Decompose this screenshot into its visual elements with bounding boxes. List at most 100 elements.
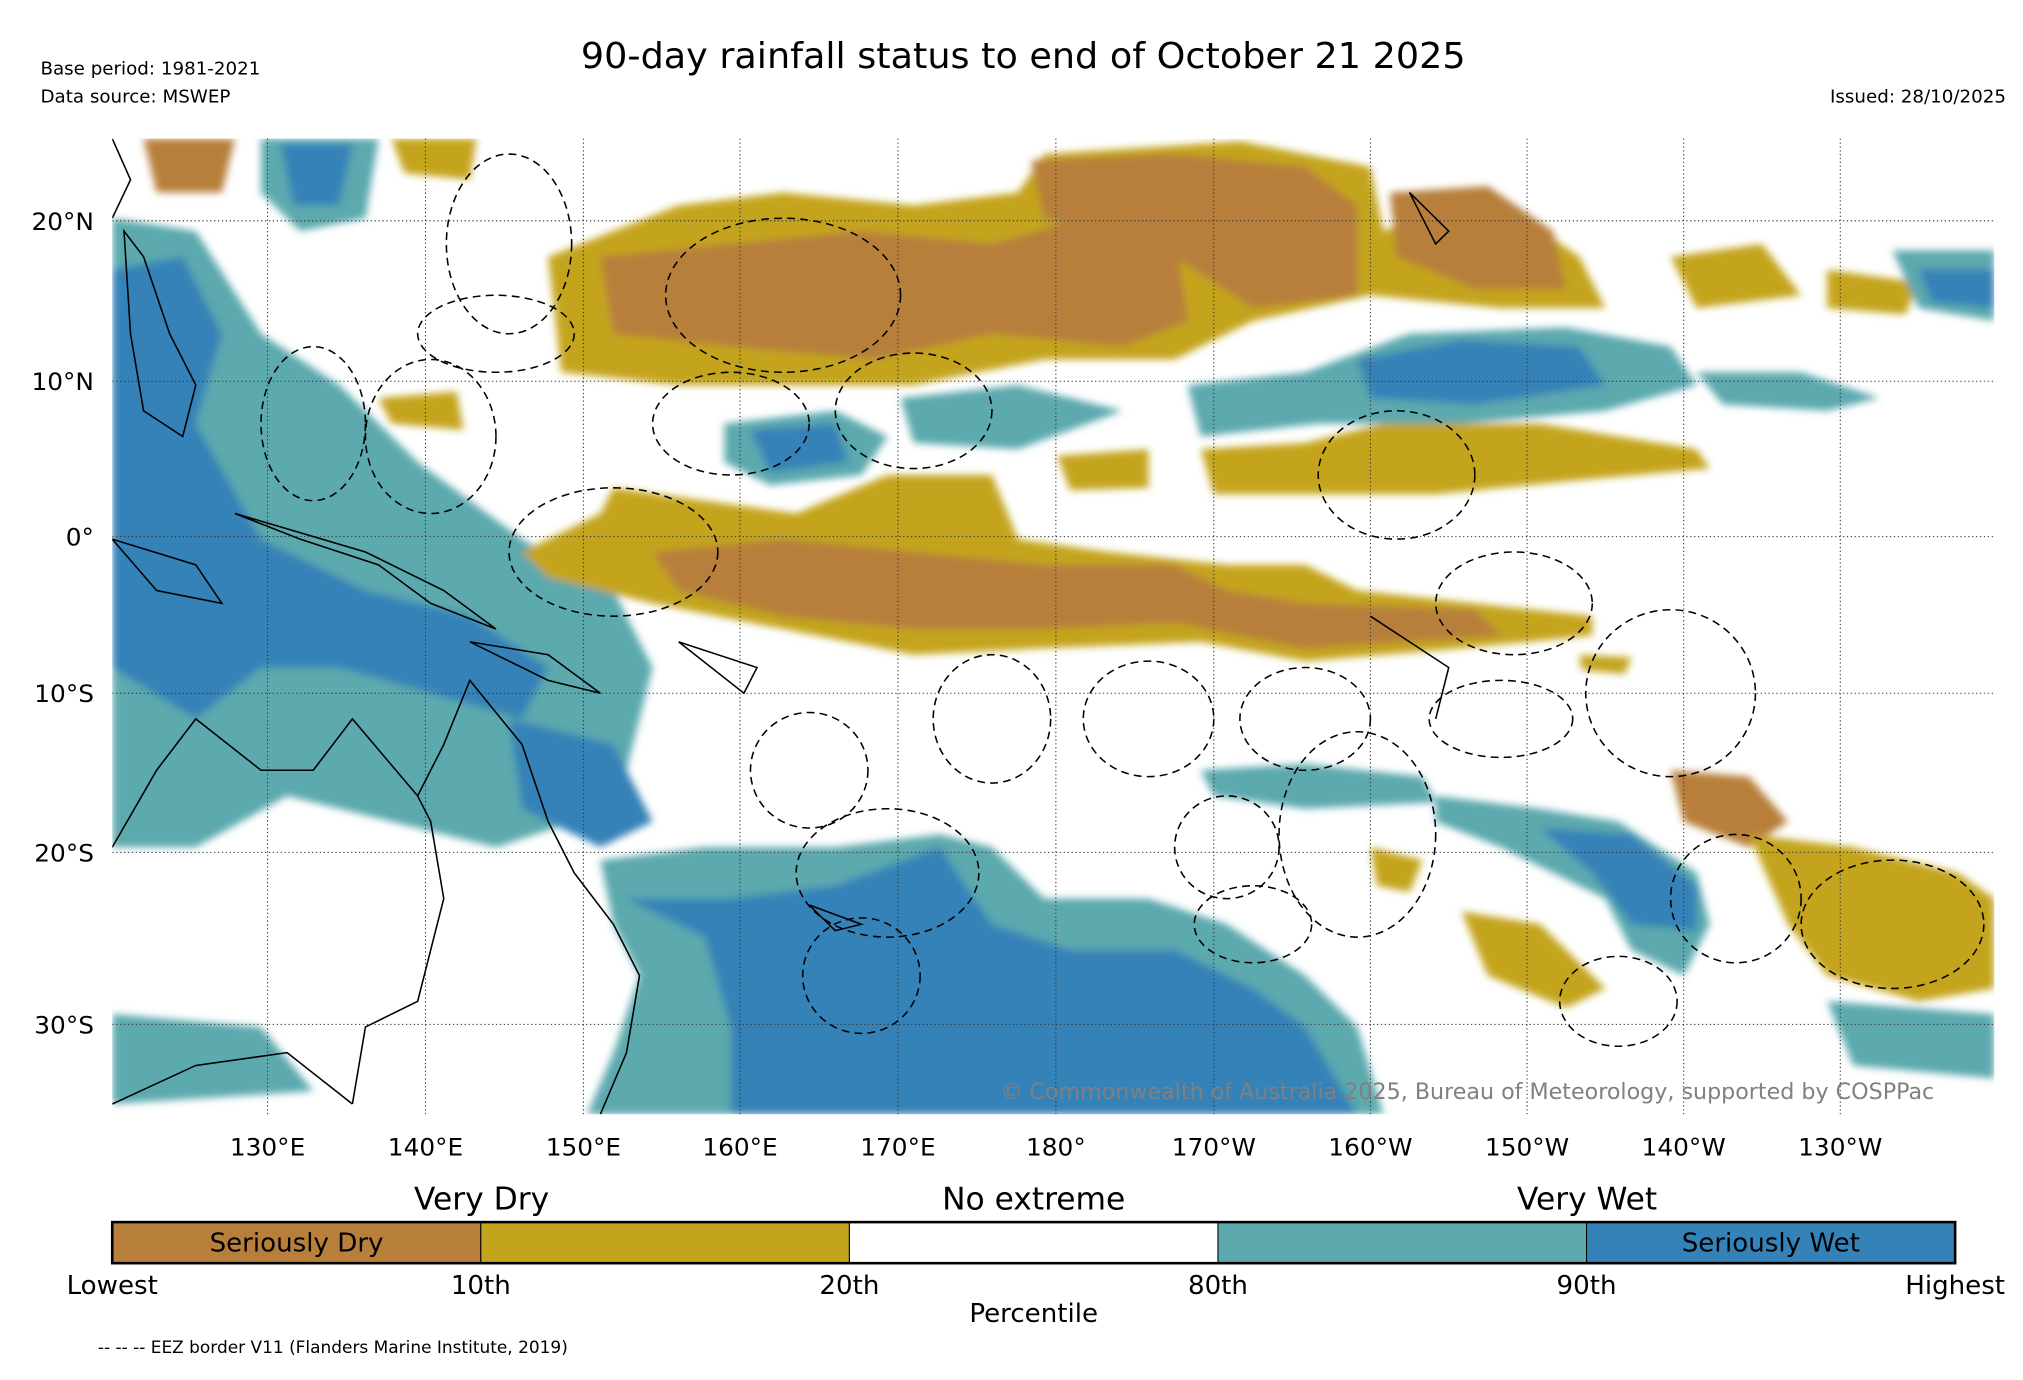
eez-border: [1558, 955, 1678, 1048]
coastline: [351, 678, 641, 1115]
legend-swatch: [480, 1221, 850, 1264]
eez-border: [1278, 730, 1437, 938]
legend-swatch-label: Seriously Wet: [1682, 1229, 1860, 1259]
legend-swatch: [848, 1221, 1219, 1264]
base-period: Base period: 1981-2021: [40, 59, 260, 80]
rainfall-region-w: [1827, 1001, 1995, 1079]
legend-tick-label: 10th: [451, 1271, 511, 1301]
legend-tick-label: 80th: [1188, 1271, 1248, 1301]
rainfall-region-w: [1696, 372, 1880, 411]
figure-title: 90-day rainfall status to end of October…: [581, 34, 1466, 77]
latitude-label: 10°S: [34, 679, 94, 708]
coastline: [678, 641, 759, 695]
eez-border: [664, 217, 902, 374]
rainfall-region-sw: [280, 143, 353, 206]
rainfall-region-w: [900, 385, 1123, 450]
eez-border: [651, 371, 810, 476]
eez-border: [1239, 666, 1372, 772]
copyright-notice: © Commonwealth of Australia 2025, Bureau…: [1000, 1080, 1934, 1105]
rainfall-region-d: [378, 391, 464, 431]
latitude-label: 10°N: [32, 367, 94, 396]
rainfall-region-d: [1461, 911, 1606, 1008]
eez-border: [749, 711, 869, 829]
latitude-label: 0°: [66, 523, 94, 552]
eez-border: [364, 358, 497, 515]
rainfall-region-w: [1435, 795, 1710, 976]
legend-group-no-extreme: No extreme: [942, 1181, 1125, 1217]
rainfall-region-sw: [626, 847, 1358, 1115]
longitude-label: 140°E: [388, 1133, 463, 1162]
eez-border: [260, 345, 367, 502]
rainfall-region-sd: [1389, 186, 1567, 289]
coastline: [123, 228, 197, 438]
longitude-label: 150°W: [1485, 1133, 1569, 1162]
coastline: [112, 138, 132, 219]
legend-tick-label: Lowest: [67, 1271, 158, 1301]
coastline: [469, 641, 601, 694]
eez-border: [416, 294, 576, 374]
rainfall-region-d: [1370, 847, 1423, 893]
legend-axis-label: Percentile: [969, 1299, 1098, 1329]
rainfall-region-sw: [1357, 340, 1606, 405]
rainfall-region-d: [1057, 449, 1149, 491]
rainfall-region-sd: [1670, 770, 1789, 848]
rainfall-region-d: [1670, 243, 1802, 309]
longitude-label: 160°W: [1328, 1133, 1412, 1162]
longitude-label: 160°E: [702, 1133, 777, 1162]
eez-border: [1317, 410, 1476, 540]
latitude-label: 20°N: [32, 207, 94, 236]
longitude-label: 170°E: [860, 1133, 935, 1162]
rainfall-region-w: [1200, 763, 1436, 809]
coastline: [1369, 615, 1450, 720]
eez-border: [1669, 833, 1802, 964]
longitude-label: 140°W: [1642, 1133, 1726, 1162]
eez-border: [1584, 608, 1757, 778]
legend-swatch-label: Seriously Dry: [210, 1229, 384, 1259]
legend-frame: [110, 1220, 1957, 1265]
issued-date: Issued: 28/10/2025: [1830, 87, 2006, 108]
rainfall-region-sw: [1918, 269, 1995, 309]
legend-swatch: [1217, 1221, 1588, 1264]
rainfall-region-sd: [652, 539, 1501, 649]
eez-border: [1428, 679, 1574, 759]
longitude-label: 180°: [1026, 1133, 1086, 1162]
rainfall-region-d: [1827, 269, 1919, 315]
coastline: [112, 717, 419, 848]
legend: Very Dry No extreme Very Wet Seriously D…: [67, 1181, 2005, 1357]
eez-note: -- -- -- EEZ border V11 (Flanders Marine…: [98, 1337, 568, 1357]
coastline: [112, 538, 224, 605]
legend-swatch: [1586, 1221, 1956, 1264]
eez-border: [795, 807, 980, 938]
eez-border: [1800, 859, 1985, 990]
longitude-label: 130°W: [1798, 1133, 1882, 1162]
longitude-label: 170°W: [1172, 1133, 1256, 1162]
rainfall-region-d: [1748, 834, 1995, 1002]
latitude-label: 30°S: [34, 1011, 94, 1040]
legend-tick-label: 20th: [819, 1271, 879, 1301]
legend-tick-label: 90th: [1557, 1271, 1617, 1301]
rainfall-region-sd: [1031, 154, 1358, 309]
rainfall-region-sw: [1540, 828, 1697, 931]
coastline: [234, 512, 497, 630]
legend-group-very-dry: Very Dry: [414, 1181, 549, 1217]
eez-border: [445, 153, 573, 335]
longitude-label: 150°E: [546, 1133, 621, 1162]
legend-group-very-wet: Very Wet: [1517, 1181, 1657, 1217]
data-source: Data source: MSWEP: [40, 87, 230, 108]
latitude-label: 20°S: [34, 839, 94, 868]
rainfall-region-sd: [600, 218, 1188, 360]
map-area: © Commonwealth of Australia 2025, Bureau…: [112, 138, 1995, 1115]
rainfall-region-d: [1200, 423, 1710, 495]
eez-border: [508, 487, 719, 617]
rainfall-region-d: [391, 138, 477, 180]
eez-border: [1082, 660, 1215, 778]
legend-tick-label: Highest: [1905, 1271, 2005, 1301]
rainfall-region-sd: [143, 138, 235, 193]
coastline: [1408, 192, 1450, 246]
eez-border: [1193, 884, 1313, 964]
coastline: [808, 904, 865, 932]
eez-border: [932, 653, 1052, 784]
rainfall-region-sw: [509, 718, 653, 848]
coastline: [112, 1051, 353, 1105]
